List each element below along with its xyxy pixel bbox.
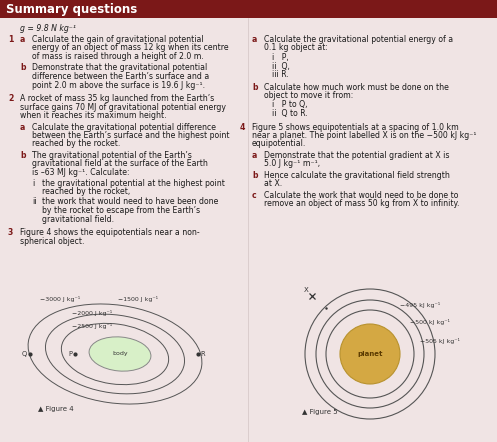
Text: 1: 1	[8, 35, 13, 44]
Text: −1500 J kg⁻¹: −1500 J kg⁻¹	[118, 296, 158, 302]
Text: body: body	[112, 351, 128, 355]
Text: A rocket of mass 35 kg launched from the Earth’s: A rocket of mass 35 kg launched from the…	[20, 94, 214, 103]
Text: R: R	[200, 351, 205, 357]
Text: Q: Q	[22, 351, 27, 357]
Text: a: a	[252, 35, 257, 44]
Text: gravitational field at the surface of the Earth: gravitational field at the surface of th…	[32, 160, 208, 168]
Text: Calculate the gain of gravitational potential: Calculate the gain of gravitational pote…	[32, 35, 204, 44]
Text: ii  Q,: ii Q,	[272, 61, 290, 71]
Text: Demonstrate that the potential gradient at X is: Demonstrate that the potential gradient …	[264, 151, 449, 160]
Text: ii: ii	[32, 198, 36, 206]
Text: reached by the rocket,: reached by the rocket,	[42, 187, 130, 196]
Text: −505 kJ kg⁻¹: −505 kJ kg⁻¹	[420, 338, 460, 344]
Text: at X.: at X.	[264, 179, 282, 188]
Text: −3000 J kg⁻¹: −3000 J kg⁻¹	[40, 296, 80, 302]
Text: gravitational field.: gravitational field.	[42, 214, 114, 224]
Text: surface gains 70 MJ of gravitational potential energy: surface gains 70 MJ of gravitational pot…	[20, 103, 226, 111]
Text: b: b	[252, 171, 257, 180]
Text: i: i	[32, 179, 34, 187]
Text: object to move it from:: object to move it from:	[264, 91, 353, 100]
Text: −500 kJ kg⁻¹: −500 kJ kg⁻¹	[410, 319, 450, 325]
Text: b: b	[252, 83, 257, 91]
Text: of mass is raised through a height of 2.0 m.: of mass is raised through a height of 2.…	[32, 52, 204, 61]
Text: 2: 2	[8, 94, 13, 103]
Bar	[0, 0, 497, 18]
Text: between the Earth’s surface and the highest point: between the Earth’s surface and the high…	[32, 131, 230, 140]
Text: a: a	[252, 151, 257, 160]
Text: near a planet. The point labelled X is on the −500 kJ kg⁻¹: near a planet. The point labelled X is o…	[252, 131, 477, 140]
Text: by the rocket to escape from the Earth’s: by the rocket to escape from the Earth’s	[42, 206, 200, 215]
Text: Figure 4 shows the equipotentials near a non-: Figure 4 shows the equipotentials near a…	[20, 228, 200, 237]
Text: 5.0 J kg⁻¹ m⁻¹,: 5.0 J kg⁻¹ m⁻¹,	[264, 160, 320, 168]
Text: b: b	[20, 64, 25, 72]
Text: i   P to Q,: i P to Q,	[272, 100, 308, 110]
Text: Figure 5 shows equipotentials at a spacing of 1.0 km: Figure 5 shows equipotentials at a spaci…	[252, 122, 459, 132]
Text: Calculate the work that would need to be done to: Calculate the work that would need to be…	[264, 191, 458, 200]
Text: Calculate the gravitational potential energy of a: Calculate the gravitational potential en…	[264, 35, 453, 44]
Text: remove an object of mass 50 kg from X to infinity.: remove an object of mass 50 kg from X to…	[264, 199, 460, 209]
Text: The gravitational potential of the Earth’s: The gravitational potential of the Earth…	[32, 151, 192, 160]
Text: −2000 J kg⁻¹: −2000 J kg⁻¹	[72, 310, 112, 316]
Text: Calculate the gravitational potential difference: Calculate the gravitational potential di…	[32, 122, 216, 132]
Text: ▲ Figure 5: ▲ Figure 5	[302, 409, 337, 415]
Text: iii R.: iii R.	[272, 70, 289, 79]
Text: Summary questions: Summary questions	[6, 3, 137, 15]
Text: when it reaches its maximum height.: when it reaches its maximum height.	[20, 111, 166, 120]
Text: the gravitational potential at the highest point: the gravitational potential at the highe…	[42, 179, 225, 187]
Text: Hence calculate the gravitational field strength: Hence calculate the gravitational field …	[264, 171, 450, 180]
Text: −2500 J kg⁻¹: −2500 J kg⁻¹	[72, 323, 112, 329]
Text: difference between the Earth’s surface and a: difference between the Earth’s surface a…	[32, 72, 209, 81]
Text: X: X	[304, 287, 309, 293]
Text: is –63 MJ kg⁻¹. Calculate:: is –63 MJ kg⁻¹. Calculate:	[32, 168, 130, 177]
Text: g = 9.8 N kg⁻¹: g = 9.8 N kg⁻¹	[20, 24, 76, 33]
Text: planet: planet	[357, 351, 383, 357]
Text: spherical object.: spherical object.	[20, 236, 84, 245]
Text: reached by the rocket.: reached by the rocket.	[32, 140, 120, 149]
Text: i   P,: i P,	[272, 53, 289, 62]
Text: 3: 3	[8, 228, 13, 237]
Ellipse shape	[340, 324, 400, 384]
Text: 4: 4	[240, 122, 246, 132]
Text: c: c	[252, 191, 256, 200]
Text: −495 kJ kg⁻¹: −495 kJ kg⁻¹	[400, 302, 440, 308]
Text: equipotential.: equipotential.	[252, 140, 306, 149]
Text: P: P	[68, 351, 72, 357]
Text: energy of an object of mass 12 kg when its centre: energy of an object of mass 12 kg when i…	[32, 43, 229, 53]
Text: 0.1 kg object at:: 0.1 kg object at:	[264, 43, 328, 53]
Text: ▲ Figure 4: ▲ Figure 4	[38, 406, 74, 412]
Text: b: b	[20, 151, 25, 160]
Text: a: a	[20, 35, 25, 44]
Text: point 2.0 m above the surface is 19.6 J kg⁻¹.: point 2.0 m above the surface is 19.6 J …	[32, 80, 205, 89]
Text: the work that would need to have been done: the work that would need to have been do…	[42, 198, 218, 206]
Ellipse shape	[89, 337, 151, 371]
Text: Demonstrate that the gravitational potential: Demonstrate that the gravitational poten…	[32, 64, 207, 72]
Text: ii  Q to R.: ii Q to R.	[272, 109, 308, 118]
Text: a: a	[20, 122, 25, 132]
Text: Calculate how much work must be done on the: Calculate how much work must be done on …	[264, 83, 449, 91]
